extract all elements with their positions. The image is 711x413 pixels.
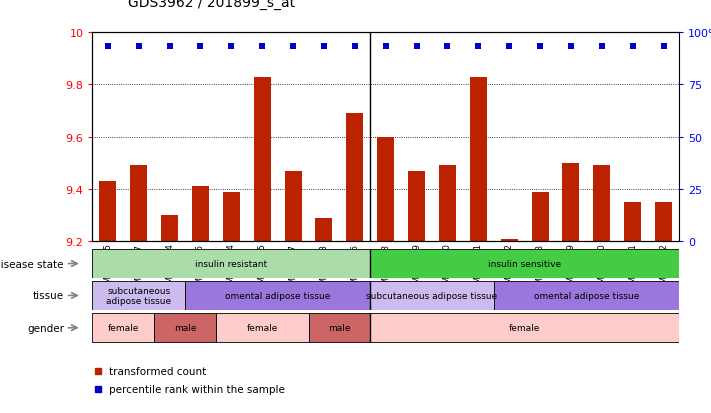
Bar xyxy=(92,313,154,342)
Bar xyxy=(92,281,185,310)
Text: subcutaneous adipose tissue: subcutaneous adipose tissue xyxy=(366,291,498,300)
Bar xyxy=(370,249,679,278)
Bar xyxy=(439,166,456,242)
Text: omental adipose tissue: omental adipose tissue xyxy=(225,291,331,300)
Bar xyxy=(370,281,493,310)
Text: subcutaneous
adipose tissue: subcutaneous adipose tissue xyxy=(106,286,171,305)
Bar xyxy=(370,313,679,342)
Bar xyxy=(309,313,370,342)
Bar xyxy=(130,166,147,242)
Text: transformed count: transformed count xyxy=(109,366,206,376)
Text: female: female xyxy=(107,323,139,332)
Bar xyxy=(100,182,117,242)
Bar xyxy=(470,77,487,242)
Bar xyxy=(92,249,370,278)
Bar xyxy=(655,202,672,242)
Bar xyxy=(216,313,309,342)
Text: female: female xyxy=(509,323,540,332)
Bar xyxy=(624,202,641,242)
Bar xyxy=(493,281,679,310)
Bar xyxy=(378,137,394,242)
Text: male: male xyxy=(173,323,196,332)
Text: omental adipose tissue: omental adipose tissue xyxy=(534,291,639,300)
Text: gender: gender xyxy=(27,323,64,333)
Text: insulin resistant: insulin resistant xyxy=(196,259,267,268)
Text: tissue: tissue xyxy=(33,291,64,301)
Text: disease state: disease state xyxy=(0,259,64,269)
Bar xyxy=(154,313,216,342)
Text: percentile rank within the sample: percentile rank within the sample xyxy=(109,384,284,394)
Bar xyxy=(161,216,178,242)
Bar xyxy=(501,239,518,242)
Text: female: female xyxy=(247,323,278,332)
Bar xyxy=(408,171,425,242)
Bar xyxy=(284,171,301,242)
Bar xyxy=(562,164,579,242)
Bar xyxy=(223,192,240,242)
Bar xyxy=(192,187,209,242)
Bar xyxy=(594,166,610,242)
Bar xyxy=(532,192,549,242)
Bar xyxy=(316,218,333,242)
Bar xyxy=(346,114,363,242)
Text: GDS3962 / 201899_s_at: GDS3962 / 201899_s_at xyxy=(128,0,295,10)
Bar xyxy=(185,281,370,310)
Bar xyxy=(254,77,271,242)
Text: insulin sensitive: insulin sensitive xyxy=(488,259,561,268)
Text: male: male xyxy=(328,323,351,332)
